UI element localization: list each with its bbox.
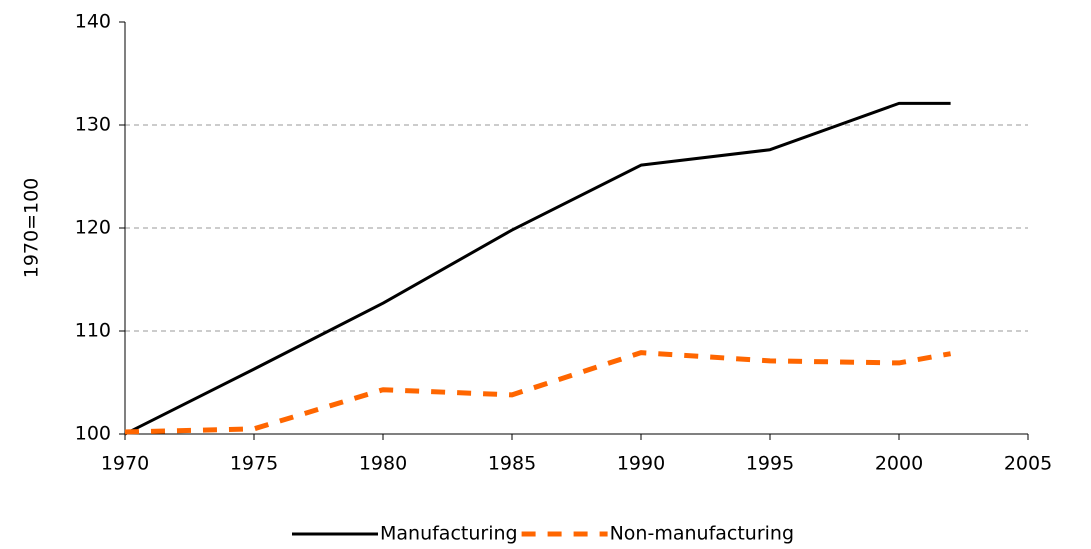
y-tick-label: 110 <box>75 320 111 342</box>
legend-label: Manufacturing <box>380 523 518 545</box>
legend-label: Non-manufacturing <box>610 523 794 545</box>
x-tick-label: 2005 <box>1004 453 1052 475</box>
y-tick-label: 120 <box>75 217 111 239</box>
x-tick-label: 1975 <box>230 453 278 475</box>
y-tick-label: 140 <box>75 11 111 33</box>
x-tick-label: 1970 <box>101 453 149 475</box>
y-axis-label: 1970=100 <box>21 178 43 279</box>
series-line <box>124 101 951 436</box>
series-line <box>124 350 952 435</box>
x-tick-label: 2000 <box>875 453 923 475</box>
x-tick-label: 1985 <box>488 453 536 475</box>
y-tick-label: 130 <box>75 114 111 136</box>
y-tick-label: 100 <box>75 423 111 445</box>
x-tick-label: 1980 <box>359 453 407 475</box>
x-tick-label: 1995 <box>746 453 794 475</box>
x-tick-label: 1990 <box>617 453 665 475</box>
